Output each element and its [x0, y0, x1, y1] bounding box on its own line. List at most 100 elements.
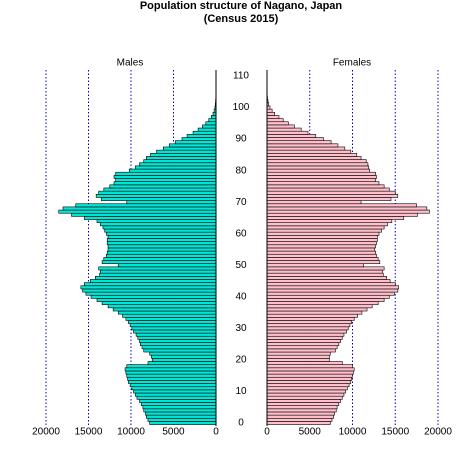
- bar: [266, 253, 377, 258]
- bar: [75, 203, 217, 208]
- y-tick-label: 90: [235, 134, 247, 145]
- bar: [140, 402, 217, 406]
- bar: [266, 257, 379, 261]
- bar: [100, 222, 217, 227]
- bar: [266, 320, 352, 324]
- bar: [266, 260, 381, 264]
- bar: [106, 231, 217, 236]
- bar: [266, 317, 355, 321]
- bar: [266, 146, 346, 151]
- bar: [113, 181, 217, 186]
- bar: [202, 124, 217, 129]
- bar: [102, 225, 217, 230]
- bar: [96, 298, 217, 302]
- bar: [139, 339, 217, 343]
- y-tick-label: 110: [233, 71, 249, 82]
- bar: [266, 140, 332, 145]
- bar: [149, 351, 217, 356]
- bar: [266, 269, 383, 274]
- bar: [80, 285, 217, 290]
- bar: [106, 253, 217, 258]
- bar: [266, 342, 340, 347]
- bar: [100, 197, 217, 201]
- bar: [205, 121, 217, 126]
- bar: [211, 115, 217, 119]
- bar: [266, 291, 395, 296]
- bar: [266, 244, 376, 249]
- bar: [266, 156, 362, 160]
- bar: [181, 137, 217, 141]
- bar: [266, 127, 302, 132]
- bar: [107, 244, 217, 249]
- bar: [266, 197, 392, 201]
- bar: [134, 165, 217, 170]
- bar: [135, 332, 217, 337]
- bar: [266, 118, 284, 123]
- y-tick-label: 100: [233, 102, 250, 113]
- y-tick-label: 60: [235, 228, 247, 239]
- bar: [140, 342, 217, 347]
- x-tick-label: 20000: [32, 427, 60, 438]
- bar: [266, 171, 376, 176]
- bar: [266, 152, 358, 157]
- bar: [99, 272, 217, 277]
- bar: [266, 304, 373, 309]
- bar: [266, 175, 377, 179]
- bar: [141, 345, 217, 350]
- bar: [266, 159, 367, 164]
- bar: [266, 231, 380, 236]
- bar: [147, 361, 217, 365]
- bar: [125, 317, 217, 321]
- bar: [143, 159, 217, 164]
- bar: [129, 383, 217, 388]
- y-tick-label: 10: [235, 386, 247, 397]
- bar: [186, 134, 217, 138]
- bar: [143, 408, 217, 413]
- bar: [266, 345, 338, 350]
- bar: [266, 339, 341, 343]
- bar: [266, 263, 364, 268]
- bar: [113, 175, 217, 179]
- bar: [106, 250, 217, 255]
- bar: [266, 376, 352, 381]
- bar: [266, 288, 399, 293]
- bar: [128, 320, 217, 324]
- bar: [95, 276, 217, 280]
- bar: [266, 361, 343, 365]
- bar: [266, 266, 385, 271]
- bar: [266, 389, 346, 394]
- bar: [266, 354, 330, 359]
- bar: [208, 118, 217, 123]
- bar: [83, 216, 217, 220]
- bar: [266, 348, 336, 353]
- bar: [266, 216, 405, 220]
- bar: [266, 276, 387, 280]
- bar: [109, 184, 217, 189]
- bar: [266, 190, 396, 195]
- bar: [151, 358, 217, 362]
- bar: [266, 310, 363, 315]
- bar: [146, 156, 217, 160]
- x-tick-label: 5000: [299, 427, 322, 438]
- bar: [168, 143, 217, 148]
- bar: [266, 272, 384, 277]
- x-tick-label: 20000: [424, 427, 452, 438]
- bar: [96, 219, 217, 223]
- bar: [266, 307, 368, 312]
- bar: [266, 115, 280, 119]
- bar: [126, 200, 217, 205]
- bar: [266, 370, 354, 375]
- bar: [266, 402, 340, 406]
- bar: [266, 137, 324, 141]
- bar: [266, 332, 345, 337]
- bar: [122, 313, 217, 318]
- bar: [266, 313, 358, 318]
- bar: [266, 383, 350, 388]
- bar: [266, 241, 377, 246]
- y-tick-label: 70: [235, 197, 247, 208]
- bar: [104, 228, 217, 233]
- bar: [133, 329, 217, 334]
- bar: [266, 121, 289, 126]
- y-tick-label: 0: [238, 418, 244, 429]
